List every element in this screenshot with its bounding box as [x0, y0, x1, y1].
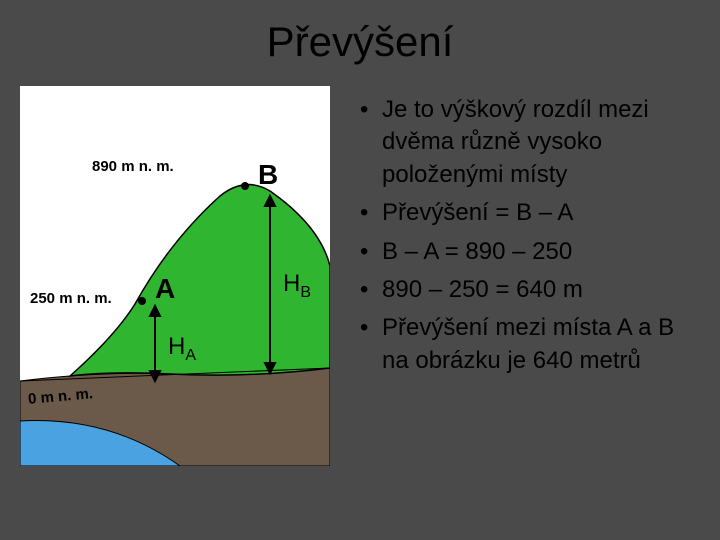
label-mid-elevation: 250 m n. m. — [30, 290, 112, 307]
content-row: A B HA HB 890 m n. m. — [0, 66, 720, 466]
page-title: Převýšení — [0, 0, 720, 66]
slide: Převýšení A B — [0, 0, 720, 540]
bullet-item: Je to výškový rozdíl mezi dvěma různě vy… — [360, 94, 690, 191]
label-top-elevation: 890 m n. m. — [92, 158, 174, 175]
point-b-label: B — [258, 159, 278, 190]
bullet-item: 890 – 250 = 640 m — [360, 274, 690, 306]
point-a-label: A — [155, 273, 175, 304]
point-a-marker — [138, 297, 146, 305]
bullet-item: Převýšení mezi místa A a B na obrázku je… — [360, 312, 690, 377]
point-b-marker — [241, 182, 249, 190]
elevation-diagram: A B HA HB 890 m n. m. — [20, 86, 330, 466]
diagram-svg: A B HA HB — [20, 86, 330, 466]
bullet-list: Je to výškový rozdíl mezi dvěma různě vy… — [360, 86, 690, 466]
bullet-item: B – A = 890 – 250 — [360, 236, 690, 268]
bullet-item: Převýšení = B – A — [360, 197, 690, 229]
